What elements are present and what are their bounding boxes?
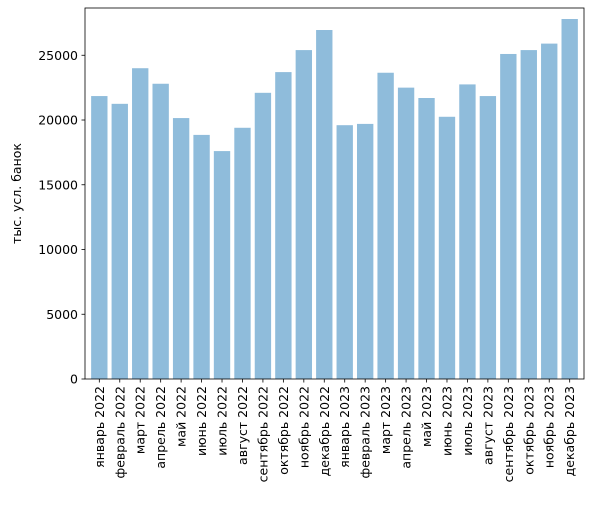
y-axis-ticks: 0 5000 10000 15000 20000 25000 <box>38 48 85 387</box>
y-axis-label: тыс. усл. банок <box>9 143 24 244</box>
bar-10 <box>275 72 292 379</box>
x-tick-label: июль 2022 <box>215 386 230 456</box>
bar-18 <box>438 116 456 379</box>
x-tick-label: октябрь 2023 <box>521 386 536 475</box>
bar-16 <box>397 87 415 380</box>
x-tick-label: февраль 2022 <box>112 386 127 478</box>
x-tick-label: август 2022 <box>235 386 250 465</box>
bar-24 <box>561 19 578 379</box>
bar-17 <box>418 97 435 379</box>
y-tick-label: 0 <box>70 372 78 387</box>
bar-2 <box>111 103 128 380</box>
bar-8 <box>234 127 251 379</box>
x-tick-label: март 2022 <box>133 386 148 454</box>
x-tick-label: апрель 2023 <box>399 386 414 469</box>
bar-3 <box>132 68 149 379</box>
bar-5 <box>172 118 190 379</box>
x-tick-label: июнь 2022 <box>194 386 209 456</box>
x-tick-label: август 2023 <box>480 386 495 465</box>
x-tick-label: май 2022 <box>174 386 189 447</box>
bar-22 <box>520 50 537 380</box>
x-tick-label: ноябрь 2023 <box>542 386 557 468</box>
x-tick-label: март 2023 <box>378 386 393 454</box>
bar-20 <box>479 96 497 379</box>
x-tick-label: сентябрь 2022 <box>255 386 270 482</box>
x-tick-label: декабрь 2022 <box>317 386 332 476</box>
bar-19 <box>459 84 476 379</box>
y-tick-label: 25000 <box>38 48 78 63</box>
bar-6 <box>193 134 210 379</box>
bar-11 <box>295 50 313 380</box>
x-tick-label: июль 2023 <box>460 386 475 456</box>
x-tick-label: январь 2022 <box>92 386 107 468</box>
bar-12 <box>316 30 333 379</box>
bar-4 <box>152 83 169 379</box>
bar-7 <box>213 151 231 379</box>
plot-frame <box>84 7 585 380</box>
x-tick-label: май 2023 <box>419 386 434 447</box>
bar-23 <box>541 43 558 380</box>
x-tick-label: октябрь 2022 <box>276 386 291 475</box>
bar-21 <box>500 53 517 379</box>
y-tick-label: 15000 <box>38 177 78 192</box>
x-axis-ticks: январь 2022 февраль 2022 март 2022 апрель 2… <box>92 379 577 482</box>
bars-group <box>91 19 578 380</box>
y-tick-label: 10000 <box>38 242 78 257</box>
bar-14 <box>356 123 374 379</box>
bar-13 <box>336 125 353 379</box>
x-tick-label: ноябрь 2022 <box>296 386 311 468</box>
x-tick-label: апрель 2022 <box>153 386 168 469</box>
y-tick-label: 5000 <box>46 307 78 322</box>
x-tick-label: февраль 2023 <box>358 386 373 478</box>
x-tick-label: декабрь 2023 <box>562 386 577 476</box>
bar-9 <box>254 92 272 380</box>
x-tick-label: январь 2023 <box>337 386 352 468</box>
bar-15 <box>377 72 394 379</box>
x-tick-label: сентябрь 2023 <box>501 386 516 482</box>
y-tick-label: 20000 <box>38 113 78 128</box>
x-tick-label: июнь 2023 <box>439 386 454 456</box>
bar-1 <box>91 96 108 379</box>
